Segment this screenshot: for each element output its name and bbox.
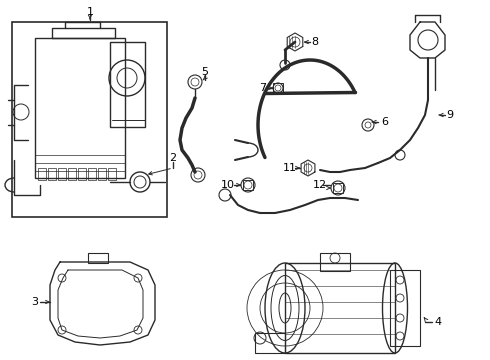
- Bar: [110, 42, 145, 127]
- Bar: [273, 83, 283, 93]
- Text: 3: 3: [31, 297, 39, 307]
- Text: 1: 1: [87, 7, 94, 17]
- Bar: [108, 168, 116, 180]
- Bar: [320, 253, 350, 271]
- Text: 7: 7: [259, 83, 267, 93]
- Bar: [243, 180, 253, 190]
- Text: 5: 5: [201, 67, 209, 77]
- Bar: [390, 270, 420, 346]
- Bar: [58, 168, 66, 180]
- Text: 2: 2: [170, 153, 176, 163]
- Bar: [12, 22, 167, 217]
- Text: 10: 10: [221, 180, 235, 190]
- Bar: [78, 168, 86, 180]
- Bar: [333, 183, 343, 193]
- Bar: [38, 168, 46, 180]
- Text: 4: 4: [435, 317, 441, 327]
- Bar: [48, 168, 56, 180]
- Bar: [98, 168, 106, 180]
- Bar: [88, 168, 96, 180]
- Text: 8: 8: [312, 37, 318, 47]
- Bar: [285, 263, 395, 353]
- Text: 11: 11: [283, 163, 297, 173]
- Bar: [68, 168, 76, 180]
- Text: 6: 6: [382, 117, 389, 127]
- Text: 12: 12: [313, 180, 327, 190]
- Text: 9: 9: [446, 110, 454, 120]
- Bar: [88, 253, 108, 263]
- Bar: [35, 38, 125, 178]
- Bar: [255, 333, 285, 353]
